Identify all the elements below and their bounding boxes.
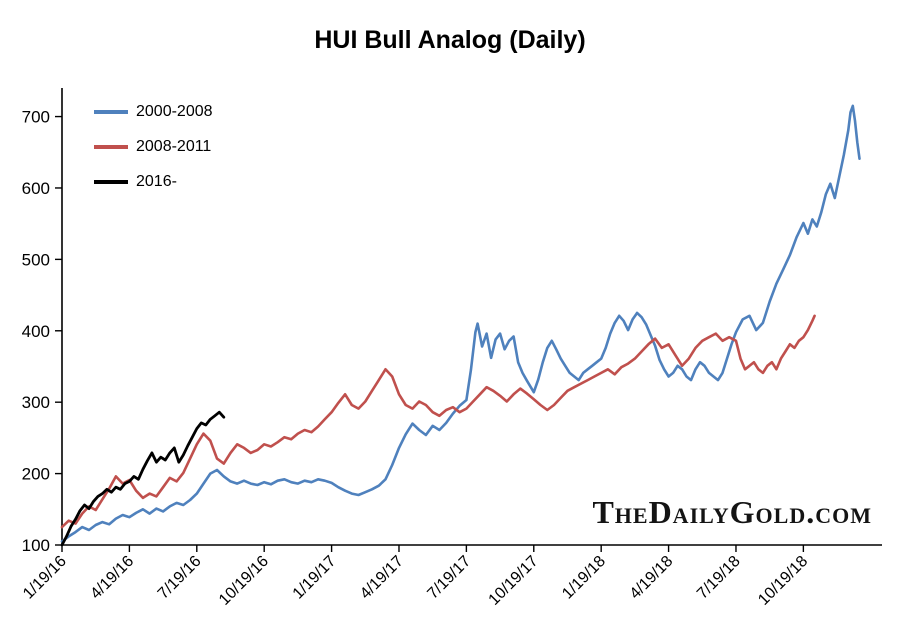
x-tick-label: 7/19/16	[155, 553, 205, 603]
series-line-2008-2011	[60, 314, 816, 529]
y-tick-label: 500	[22, 250, 50, 269]
legend: 2000-2008 2008-2011 2016-	[94, 103, 213, 208]
x-tick-label: 7/19/18	[694, 553, 744, 603]
legend-label: 2016-	[136, 173, 177, 190]
x-tick-label: 1/19/18	[559, 553, 609, 603]
x-tick-label: 7/19/17	[424, 553, 474, 603]
legend-label: 2008-2011	[136, 138, 212, 155]
legend-item-2008-2011: 2008-2011	[94, 138, 213, 156]
legend-item-2016: 2016-	[94, 173, 213, 191]
x-tick-label: 10/19/17	[486, 553, 542, 609]
y-tick-label: 200	[22, 465, 50, 484]
x-tick-label: 4/19/16	[87, 553, 137, 603]
legend-label: 2000-2008	[136, 103, 213, 120]
y-tick-label: 400	[22, 322, 50, 341]
legend-swatch-blue	[94, 110, 128, 114]
x-tick-label: 1/19/17	[290, 553, 340, 603]
series-line-2000-2008	[60, 104, 861, 543]
watermark-thedailygold: TheDailyGold.com	[592, 494, 872, 530]
legend-swatch-red	[94, 145, 128, 149]
x-tick-label: 4/19/18	[627, 553, 677, 603]
x-tick-label: 10/19/16	[216, 553, 272, 609]
x-tick-label: 1/19/16	[20, 553, 70, 603]
y-tick-label: 700	[22, 108, 50, 127]
y-tick-label: 300	[22, 393, 50, 412]
y-tick-label: 600	[22, 179, 50, 198]
legend-swatch-black	[94, 180, 128, 184]
x-tick-label: 10/19/18	[755, 553, 811, 609]
legend-item-2000-2008: 2000-2008	[94, 103, 213, 121]
series-line-2016-	[60, 410, 226, 547]
chart-title: HUI Bull Analog (Daily)	[314, 26, 586, 54]
y-tick-label: 100	[22, 536, 50, 555]
x-tick-label: 4/19/17	[357, 553, 407, 603]
